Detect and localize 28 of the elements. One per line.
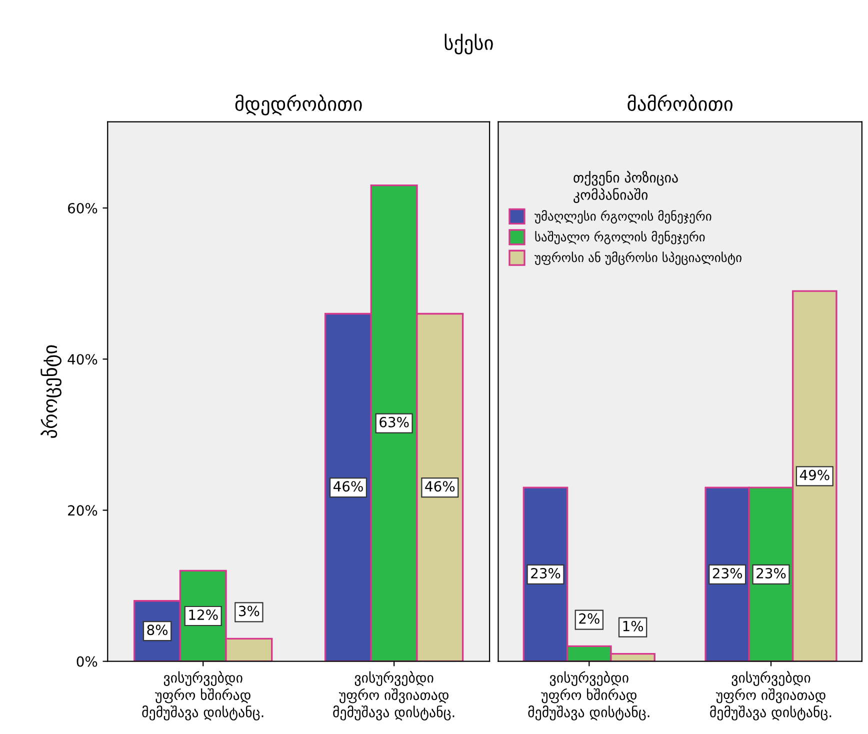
data-label: 8% [147,624,168,636]
x-tick-label: ვისურვებდი უფრო იშვიათად მემუშავა დისტანც. [710,671,832,720]
data-label: 1% [623,620,644,632]
chart-title: მამრობითი [628,94,732,112]
data-label: 2% [579,613,600,624]
x-tick-label: ვისურვებდი უფრო ხშირად მემუშავა დისტანც. [528,671,650,720]
legend-label: უმაღლესი რგოლის მენეჯერი [534,210,712,224]
data-label: 49% [800,470,830,480]
data-label: 12% [189,610,218,620]
y-tick-label: 20% [68,505,98,516]
legend-label: უფროსი ან უმცროსი სპეციალისტი [534,252,742,265]
data-label: 46% [333,481,363,492]
data-label: 23% [712,568,742,578]
y-tick-label: 40% [68,354,98,365]
x-tick-label: ვისურვებდი უფრო ხშირად მემუშავა დისტანც. [142,671,264,720]
y-tick-label: 60% [68,202,98,214]
data-label: 3% [238,606,260,616]
y-axis-title: პროცენტი [40,345,62,438]
legend-label: საშუალო რგოლის მენეჯერი [535,230,705,244]
text: სქესი [444,34,493,54]
data-label: 63% [380,416,409,428]
data-label: 23% [756,568,786,578]
y-tick-label: 0% [76,656,98,667]
chart-title: მდედრობითი [235,94,362,116]
x-tick-label: ვისურვებდი უფრო იშვიათად მემუშავა დისტანც. [333,671,454,720]
data-label: 46% [425,481,455,492]
legend-title: თქვენი პოზიცია კომპანიაში [574,170,678,203]
data-label: 23% [531,568,560,578]
